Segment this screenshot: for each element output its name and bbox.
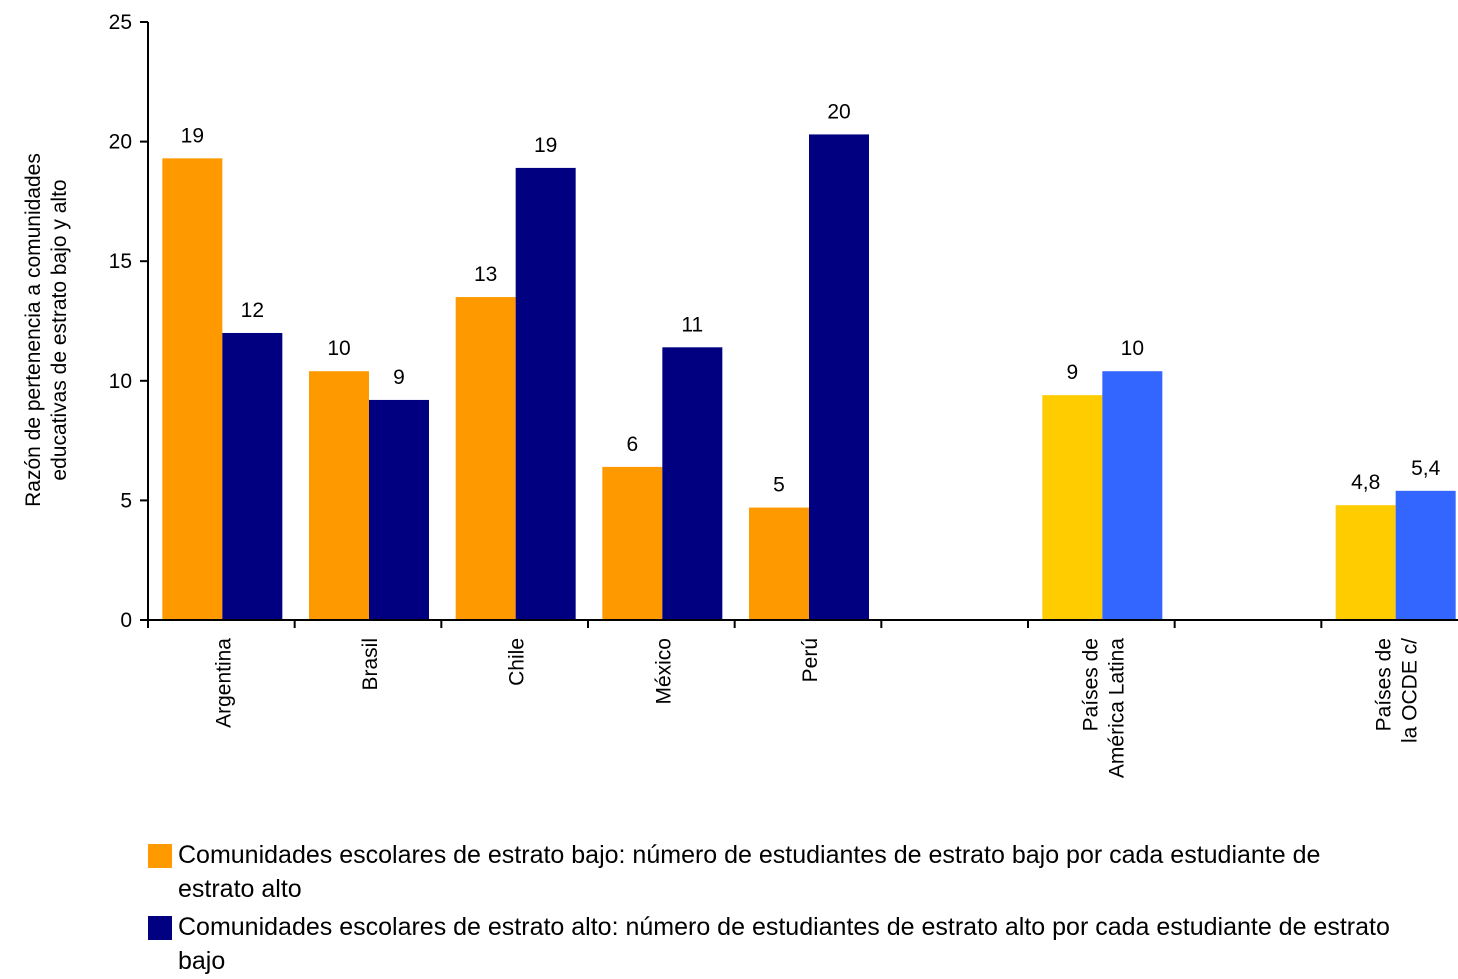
x-tick-label-line: Brasil <box>359 638 382 691</box>
y-axis-label-line: educativas de estrato bajo y alto <box>48 179 71 480</box>
data-label: 10 <box>327 337 350 360</box>
bar <box>222 332 283 620</box>
x-tick-label-line: México <box>652 638 675 705</box>
x-tick-label: México <box>652 638 675 705</box>
bar <box>455 297 516 620</box>
legend-item-high: Comunidades escolares de estrato alto: n… <box>148 910 1398 978</box>
x-tick-label: Chile <box>506 638 529 686</box>
bar <box>1335 505 1396 620</box>
legend-item-low: Comunidades escolares de estrato bajo: n… <box>148 838 1398 906</box>
x-tick-label-line: Perú <box>799 638 822 682</box>
x-tick-label-line: Argentina <box>212 638 235 728</box>
x-tick-label-line: América Latina <box>1105 638 1128 778</box>
y-tick-label: 25 <box>109 11 132 34</box>
data-label: 11 <box>681 313 703 336</box>
data-label: 9 <box>1066 361 1078 384</box>
y-tick-label: 20 <box>109 131 132 154</box>
legend-label-high: Comunidades escolares de estrato alto: n… <box>178 913 1390 975</box>
bar <box>162 158 223 620</box>
legend-swatch-low <box>148 844 172 868</box>
bar <box>1042 395 1103 620</box>
x-tick-label: Brasil <box>359 638 382 691</box>
data-label: 9 <box>393 366 405 389</box>
bar <box>809 134 869 620</box>
x-tick-label-line: Países de <box>1373 638 1396 731</box>
data-label: 13 <box>474 263 497 286</box>
bar <box>662 347 723 620</box>
x-tick-label-line: Chile <box>506 638 529 686</box>
x-tick-label: Perú <box>799 638 822 682</box>
bar <box>1395 490 1456 620</box>
y-axis-label-line: Razón de pertenencia a comunidades <box>22 153 45 507</box>
bar <box>1102 371 1163 620</box>
data-label: 19 <box>534 134 557 157</box>
data-label: 10 <box>1121 337 1144 360</box>
bar <box>309 371 369 620</box>
x-tick-label: Países de la OCDE c/ <box>1373 638 1422 743</box>
y-tick-label: 10 <box>109 370 132 393</box>
legend-swatch-high <box>148 916 172 940</box>
y-axis-label: Razón de pertenencia a comunidades educat… <box>22 153 71 507</box>
data-label: 19 <box>181 124 204 147</box>
x-tick-label-line: la OCDE c/ <box>1399 638 1422 743</box>
x-tick-label: Argentina <box>212 638 235 728</box>
bar <box>602 466 663 620</box>
data-label: 5,4 <box>1411 457 1441 480</box>
bar-chart: Razón de pertenencia a comunidades educat… <box>22 11 1458 778</box>
legend: Comunidades escolares de estrato bajo: n… <box>148 838 1398 978</box>
y-tick-label: 15 <box>109 250 132 273</box>
bar <box>749 507 809 620</box>
bar <box>369 399 429 620</box>
x-tick-label: Países de América Latina <box>1079 638 1128 778</box>
data-label: 5 <box>773 474 785 497</box>
data-label: 20 <box>827 100 850 123</box>
bar <box>515 167 576 621</box>
legend-label-low: Comunidades escolares de estrato bajo: n… <box>178 841 1321 903</box>
y-tick-label: 0 <box>120 609 132 632</box>
data-label: 12 <box>241 299 264 322</box>
y-tick-label: 5 <box>120 489 132 512</box>
data-label: 6 <box>626 433 638 456</box>
data-label: 4,8 <box>1351 471 1380 494</box>
x-tick-label-line: Países de <box>1079 638 1102 731</box>
